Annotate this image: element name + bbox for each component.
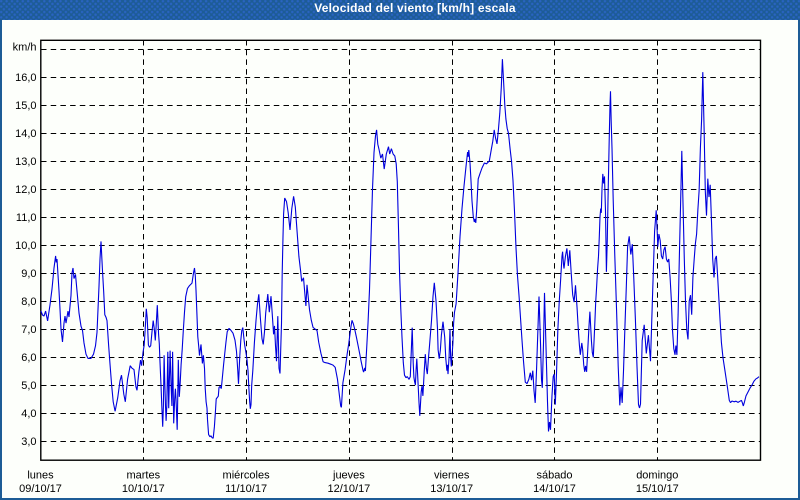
svg-text:14/10/17: 14/10/17: [533, 483, 576, 495]
svg-text:8,0: 8,0: [21, 296, 36, 308]
svg-text:4,0: 4,0: [21, 408, 36, 420]
svg-text:km/h: km/h: [13, 42, 37, 54]
svg-text:10/10/17: 10/10/17: [122, 483, 165, 495]
svg-text:13/10/17: 13/10/17: [430, 483, 473, 495]
svg-text:15,0: 15,0: [15, 100, 36, 112]
svg-text:6,0: 6,0: [21, 352, 36, 364]
svg-text:miércoles: miércoles: [223, 470, 271, 482]
svg-text:15/10/17: 15/10/17: [636, 483, 679, 495]
svg-text:14,0: 14,0: [15, 128, 36, 140]
svg-text:7,0: 7,0: [21, 324, 36, 336]
svg-text:11/10/17: 11/10/17: [225, 483, 267, 495]
svg-text:sábado: sábado: [536, 470, 572, 482]
svg-text:13,0: 13,0: [15, 156, 36, 168]
svg-text:martes: martes: [126, 470, 160, 482]
svg-text:09/10/17: 09/10/17: [19, 483, 62, 495]
svg-text:3,0: 3,0: [21, 436, 36, 448]
svg-text:12/10/17: 12/10/17: [327, 483, 370, 495]
svg-text:9,0: 9,0: [21, 268, 36, 280]
svg-text:5,0: 5,0: [21, 380, 36, 392]
svg-text:11,0: 11,0: [16, 212, 37, 224]
svg-text:jueves: jueves: [332, 470, 365, 482]
svg-text:viernes: viernes: [434, 470, 470, 482]
svg-text:domingo: domingo: [636, 470, 678, 482]
svg-text:10,0: 10,0: [15, 240, 36, 252]
svg-text:12,0: 12,0: [15, 184, 36, 196]
svg-text:16,0: 16,0: [15, 72, 36, 84]
svg-text:lunes: lunes: [27, 470, 54, 482]
